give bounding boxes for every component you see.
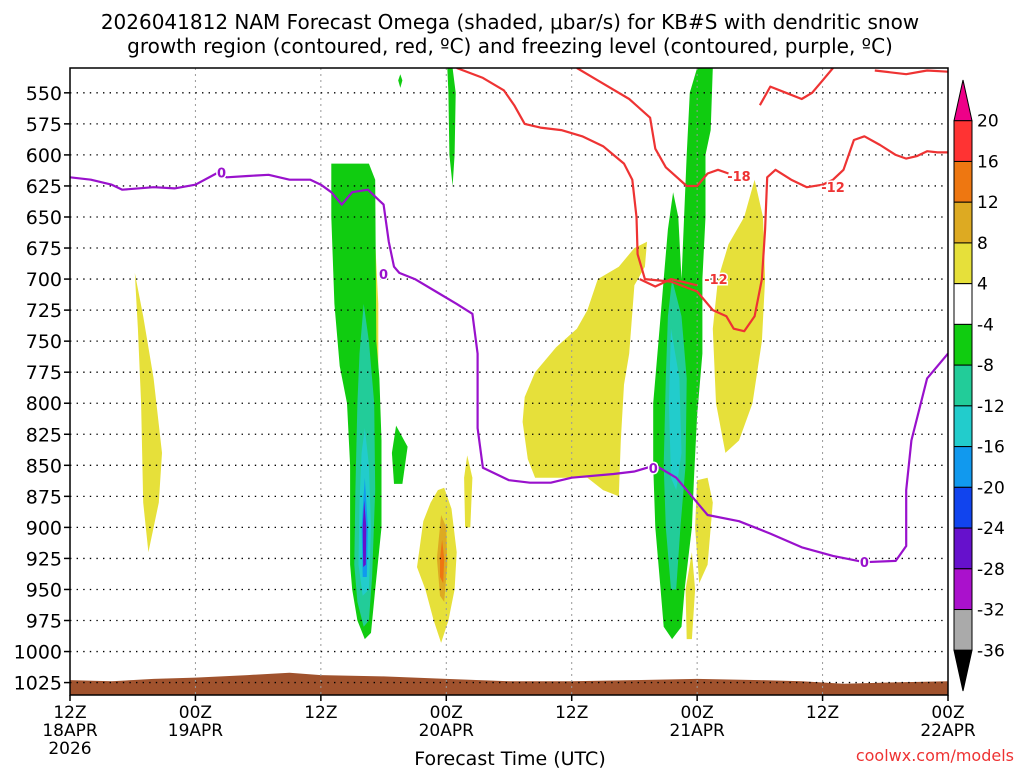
colorbar-swatch-13 xyxy=(953,609,973,651)
shade-omega-pos-g xyxy=(685,552,696,640)
y-tick-label-800: 800 xyxy=(26,393,62,415)
x-axis-label: Forecast Time (UTC) xyxy=(414,748,605,768)
x-tick-label-2-0: 12Z xyxy=(304,703,337,723)
shade-terrain xyxy=(70,672,948,695)
y-tick-label-825: 825 xyxy=(26,424,62,446)
x-tick-label-0-2: 2026 xyxy=(48,739,91,759)
x-tick-label-3-1: 20APR xyxy=(419,721,475,741)
contour-dgz-top-a xyxy=(758,68,834,106)
colorbar-swatch-10 xyxy=(953,486,973,529)
shade-omega-neg-c xyxy=(447,68,456,186)
y-tick-label-925: 925 xyxy=(26,548,62,570)
contour-label-dgz-18-0: -18 xyxy=(727,170,751,185)
y-tick-label-625: 625 xyxy=(26,176,62,198)
colorbar-tick-label-3: 8 xyxy=(977,234,988,254)
y-tick-label-575: 575 xyxy=(26,114,62,136)
contour-dgz-12-lower xyxy=(639,278,698,288)
y-tick-label-550: 550 xyxy=(26,83,62,105)
colorbar-swatch-9 xyxy=(953,446,973,488)
y-tick-label-850: 850 xyxy=(26,455,62,477)
colorbar-swatch-5 xyxy=(953,283,973,325)
y-tick-label-900: 900 xyxy=(26,517,62,539)
x-tick-label-1-1: 19APR xyxy=(168,721,224,741)
plot-frame xyxy=(69,67,949,696)
y-tick-label-975: 975 xyxy=(26,611,62,633)
colorbar: 20 16 12 8 4 -4 -8 -12 -16 -20 -24 -28 -32 -36 xyxy=(953,79,1005,692)
x-tick-label-3-0: 00Z xyxy=(430,703,463,723)
colorbar-tick-label-1: 16 xyxy=(977,152,999,172)
shade-omega-pos-e xyxy=(522,241,647,497)
y-tick-label-775: 775 xyxy=(26,362,62,384)
credit-text: coolwx.com/models xyxy=(856,746,1014,765)
colorbar-swatch-14 xyxy=(953,649,973,692)
shade-omega-pos-d xyxy=(464,455,473,528)
y-tick-label-700: 700 xyxy=(26,269,62,291)
shade-omega-pos-c xyxy=(417,487,457,643)
x-tick-label-7-0: 00Z xyxy=(931,703,964,723)
contour-label-freezing-level-2: 0 xyxy=(649,462,658,477)
x-tick-label-5-1: 21APR xyxy=(669,721,725,741)
shade-omega-pos-a xyxy=(134,272,162,553)
shade-omega-pos-j xyxy=(440,539,445,584)
colorbar-swatch-6 xyxy=(953,323,973,366)
colorbar-tick-label-12: -32 xyxy=(977,601,1005,621)
colorbar-swatch-8 xyxy=(953,405,973,448)
plot-area: 0 0 0 0 -12 -12 -18 xyxy=(70,68,948,695)
contour-dgz-18 xyxy=(576,68,729,188)
y-tick-label-1025: 1025 xyxy=(14,673,62,695)
contour-freezing-level xyxy=(70,172,948,564)
colorbar-swatch-1 xyxy=(953,120,973,162)
contour-label-freezing-level-3: 0 xyxy=(860,556,869,571)
colorbar-swatch-4 xyxy=(953,242,973,285)
y-tick-label-725: 725 xyxy=(26,300,62,322)
shade-omega-neg-k xyxy=(362,500,367,568)
shade-omega-neg-i xyxy=(668,328,682,491)
colorbar-tick-label-2: 12 xyxy=(977,193,999,213)
colorbar-tick-label-5: -4 xyxy=(977,315,994,335)
colorbar-tick-label-11: -28 xyxy=(977,560,1005,580)
x-tick-label-6-0: 12Z xyxy=(806,703,839,723)
colorbar-swatch-12 xyxy=(953,568,973,611)
colorbar-tick-label-9: -20 xyxy=(977,478,1005,498)
colorbar-swatch-2 xyxy=(953,160,973,203)
colorbar-swatch-11 xyxy=(953,527,973,570)
y-tick-label-875: 875 xyxy=(26,486,62,508)
contour-dgz-top-b xyxy=(874,69,948,76)
x-tick-label-4-0: 12Z xyxy=(555,703,588,723)
contour-label-dgz-12-lower-0: -12 xyxy=(704,273,728,288)
x-tick-label-0-1: 18APR xyxy=(42,721,98,741)
colorbar-tick-label-6: -8 xyxy=(977,356,994,376)
colorbar-tick-label-10: -24 xyxy=(977,519,1005,539)
y-tick-label-650: 650 xyxy=(26,207,62,229)
shade-omega-pos-f xyxy=(695,477,713,584)
colorbar-tick-label-0: 20 xyxy=(977,112,999,132)
chart-title-line-2: growth region (contoured, red, ºC) and f… xyxy=(127,34,893,58)
shade-omega-neg-d xyxy=(398,74,403,88)
colorbar-swatch-0 xyxy=(953,79,973,122)
chart-title-line-1: 2026041812 NAM Forecast Omega (shaded, μ… xyxy=(101,10,919,34)
contour-label-dgz-12-upper-0: -12 xyxy=(821,181,845,196)
contour-label-freezing-level-1: 0 xyxy=(379,268,388,283)
contour-dgz-12-upper xyxy=(456,68,948,333)
shade-omega-pos-h xyxy=(712,179,766,453)
y-tick-label-950: 950 xyxy=(26,579,62,601)
x-tick-label-0-0: 12Z xyxy=(53,703,86,723)
colorbar-tick-label-4: 4 xyxy=(977,275,988,295)
y-tick-label-1000: 1000 xyxy=(14,642,62,664)
contour-label-freezing-level-0: 0 xyxy=(217,166,226,181)
y-tick-label-750: 750 xyxy=(26,331,62,353)
y-tick-label-600: 600 xyxy=(26,145,62,167)
colorbar-swatch-7 xyxy=(953,364,973,407)
x-tick-label-7-1: 22APR xyxy=(920,721,976,741)
colorbar-tick-label-7: -12 xyxy=(977,397,1005,417)
x-tick-label-5-0: 00Z xyxy=(681,703,714,723)
colorbar-tick-label-13: -36 xyxy=(977,641,1005,661)
y-tick-label-675: 675 xyxy=(26,238,62,260)
colorbar-tick-label-8: -16 xyxy=(977,438,1005,458)
x-tick-label-1-0: 00Z xyxy=(179,703,212,723)
shade-omega-neg-b xyxy=(391,425,408,484)
colorbar-swatch-3 xyxy=(953,201,973,244)
